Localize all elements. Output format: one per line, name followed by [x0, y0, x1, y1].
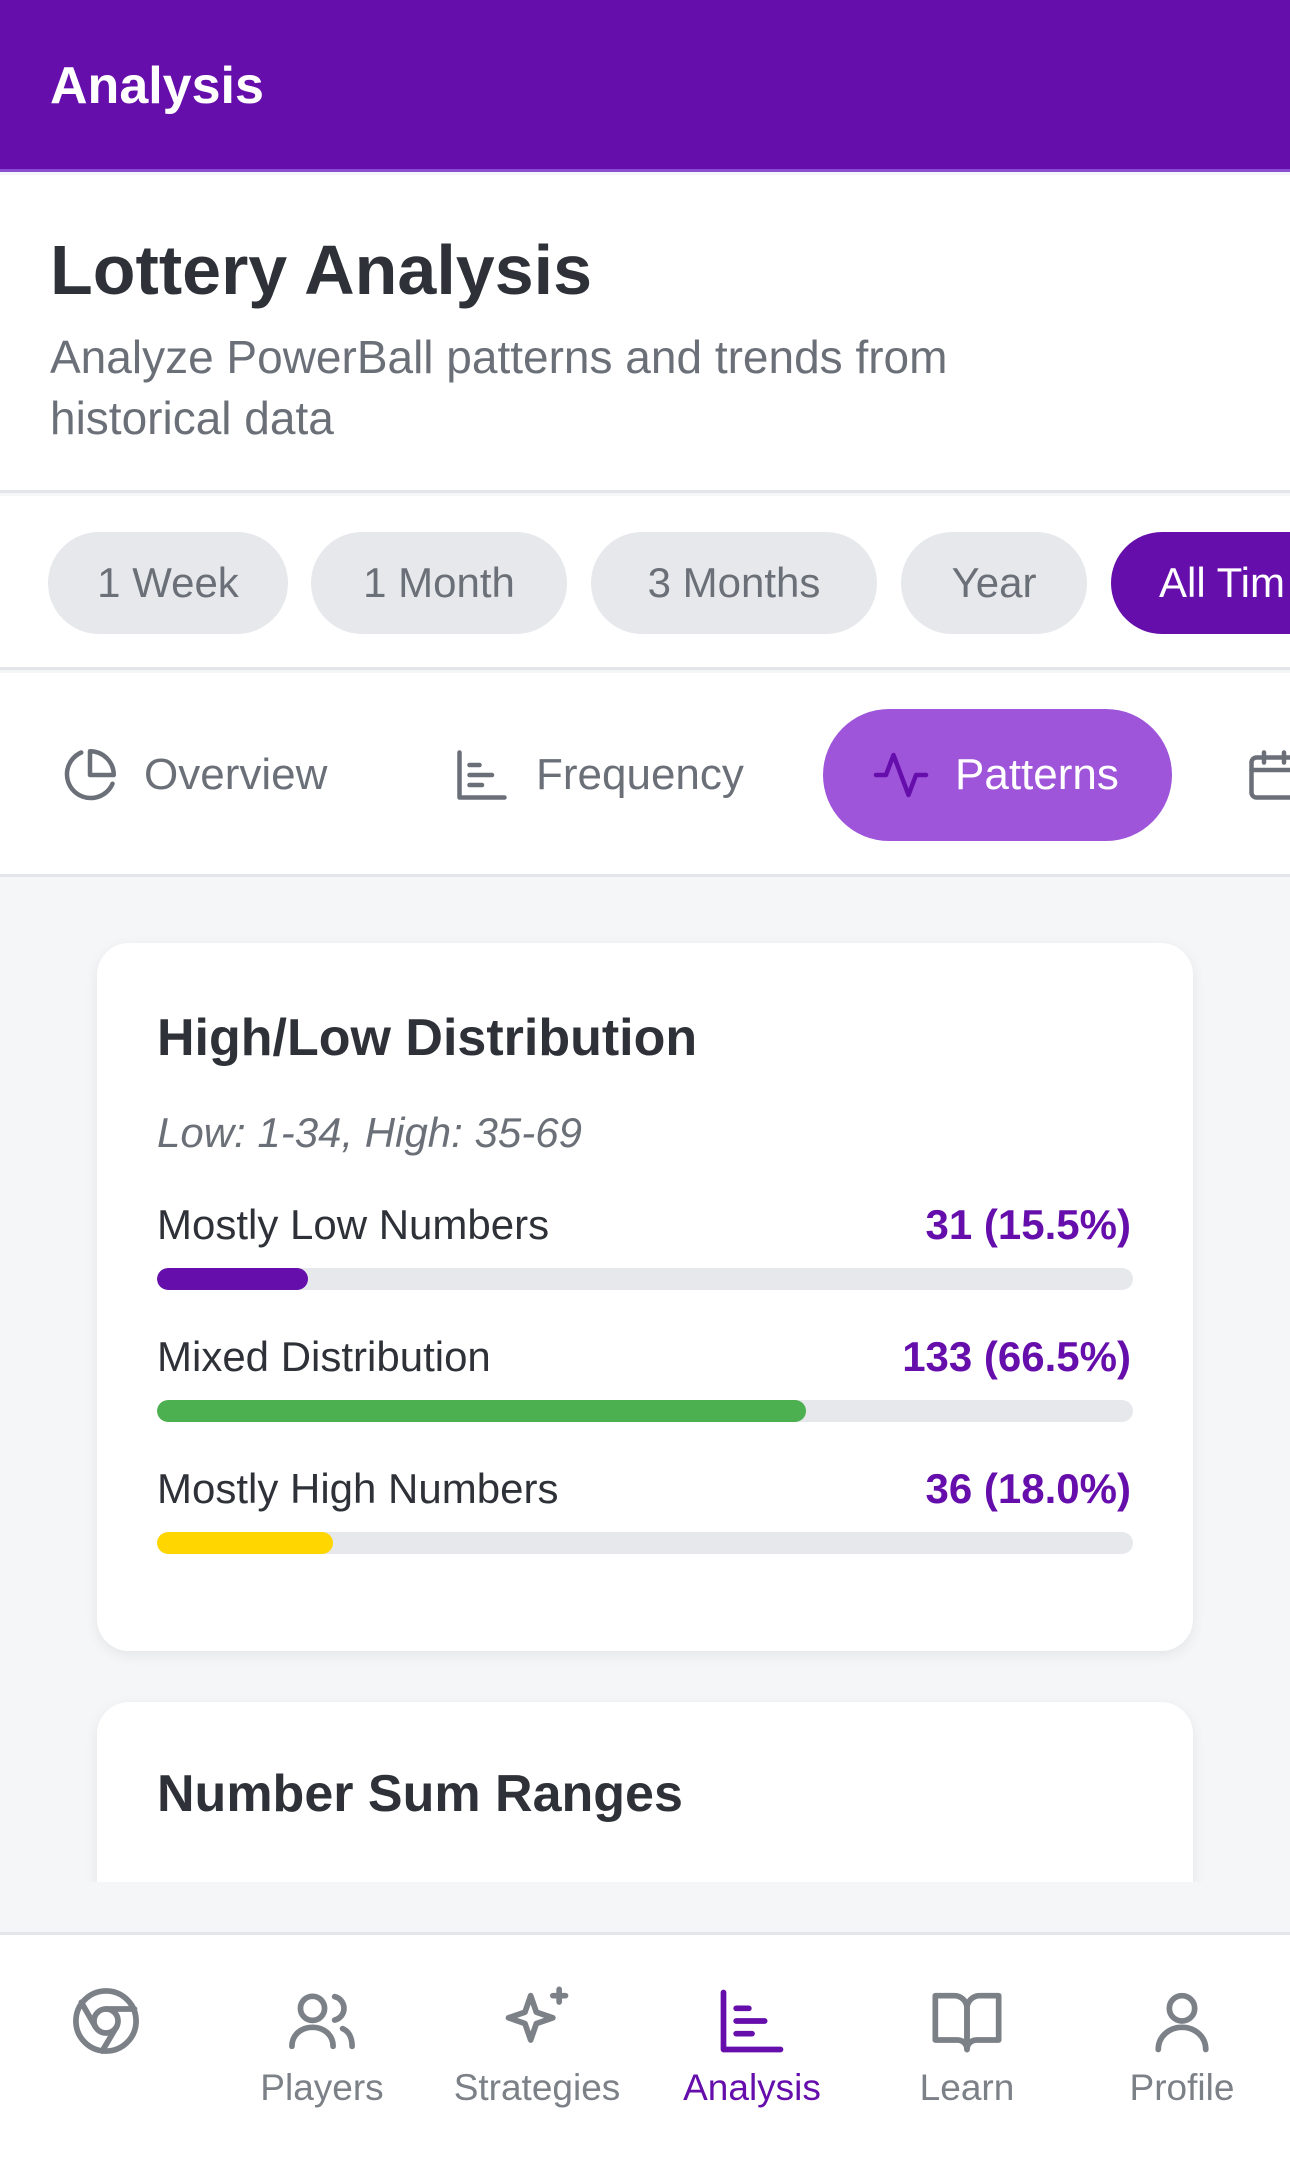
nav-learn[interactable]: Learn: [867, 1983, 1067, 2109]
analysis-tab-bar: Overview Frequency Patterns: [0, 673, 1290, 877]
distribution-row-label: Mostly High Numbers: [157, 1465, 559, 1512]
card-title: High/Low Distribution: [157, 1009, 698, 1067]
user-icon: [1155, 1992, 1209, 2053]
sparkles-icon: [505, 1986, 569, 2043]
nav-players[interactable]: Players: [222, 1983, 422, 2109]
nav-learn-label: Learn: [919, 2067, 1015, 2108]
tab-calendar[interactable]: [1244, 709, 1290, 841]
bar-chart-icon: [457, 750, 507, 800]
distribution-row-value: 36 (18.0%): [925, 1465, 1131, 1512]
tab-frequency[interactable]: Frequency: [452, 709, 744, 841]
nav-strategies-label: Strategies: [453, 2067, 621, 2108]
distribution-row-label: Mixed Distribution: [157, 1333, 491, 1380]
distribution-row-value: 31 (15.5%): [925, 1201, 1131, 1248]
pie-chart-icon: [64, 749, 116, 801]
chrome-icon: [73, 1988, 139, 2054]
chip-year[interactable]: Year: [901, 532, 1087, 634]
distribution-row-label: Mostly Low Numbers: [157, 1201, 550, 1248]
app-bar: Analysis: [0, 0, 1290, 172]
tab-overview[interactable]: Overview: [60, 709, 327, 841]
tab-patterns-label: Patterns: [955, 750, 1119, 799]
chip-1-week[interactable]: 1 Week: [48, 532, 288, 634]
distribution-track: [157, 1268, 1133, 1290]
nav-profile[interactable]: Profile: [1082, 1983, 1282, 2109]
activity-icon: [873, 752, 929, 798]
bar-chart-icon: [720, 1989, 784, 2053]
tab-patterns[interactable]: Patterns: [823, 709, 1172, 841]
page-title: Lottery Analysis: [50, 231, 593, 309]
nav-analysis[interactable]: Analysis: [652, 1983, 852, 2109]
page-header: Lottery Analysis Analyze PowerBall patte…: [0, 175, 1290, 493]
chip-all-time[interactable]: All Tim: [1111, 532, 1290, 634]
card-title: Number Sum Ranges: [157, 1765, 683, 1823]
tab-frequency-label: Frequency: [536, 750, 744, 799]
chip-3-months[interactable]: 3 Months: [591, 532, 877, 634]
high-low-distribution-card: High/Low Distribution Low: 1-34, High: 3…: [97, 943, 1193, 1651]
time-range-filter: 1 Week 1 Month 3 Months Year All Tim: [0, 496, 1290, 670]
distribution-track: [157, 1532, 1133, 1554]
card-note: Low: 1-34, High: 35-69: [157, 1109, 582, 1156]
tab-overview-label: Overview: [144, 750, 328, 799]
sum-ranges-card: Number Sum Ranges: [97, 1702, 1193, 1882]
page-subtitle: Analyze PowerBall patterns and trends fr…: [50, 331, 948, 444]
app-bar-title: Analysis: [50, 57, 264, 115]
nav-analysis-label: Analysis: [683, 2067, 821, 2108]
distribution-track: [157, 1400, 1133, 1422]
analysis-content[interactable]: High/Low Distribution Low: 1-34, High: 3…: [0, 880, 1290, 1882]
distribution-bar-fill: [157, 1532, 333, 1554]
nav-home[interactable]: [6, 1983, 206, 2059]
bottom-navigation: Players Strategies Analysis Learn Profil…: [0, 1932, 1290, 2158]
distribution-row-value: 133 (66.5%): [902, 1333, 1131, 1380]
book-icon: [932, 1992, 1002, 2053]
nav-players-label: Players: [260, 2067, 384, 2108]
distribution-bar-fill: [157, 1400, 807, 1422]
calendar-icon: [1249, 750, 1290, 800]
nav-profile-label: Profile: [1129, 2067, 1235, 2108]
users-icon: [289, 1993, 355, 2050]
distribution-bar-fill: [157, 1268, 309, 1290]
chip-1-month[interactable]: 1 Month: [311, 532, 567, 634]
nav-strategies[interactable]: Strategies: [437, 1983, 637, 2109]
